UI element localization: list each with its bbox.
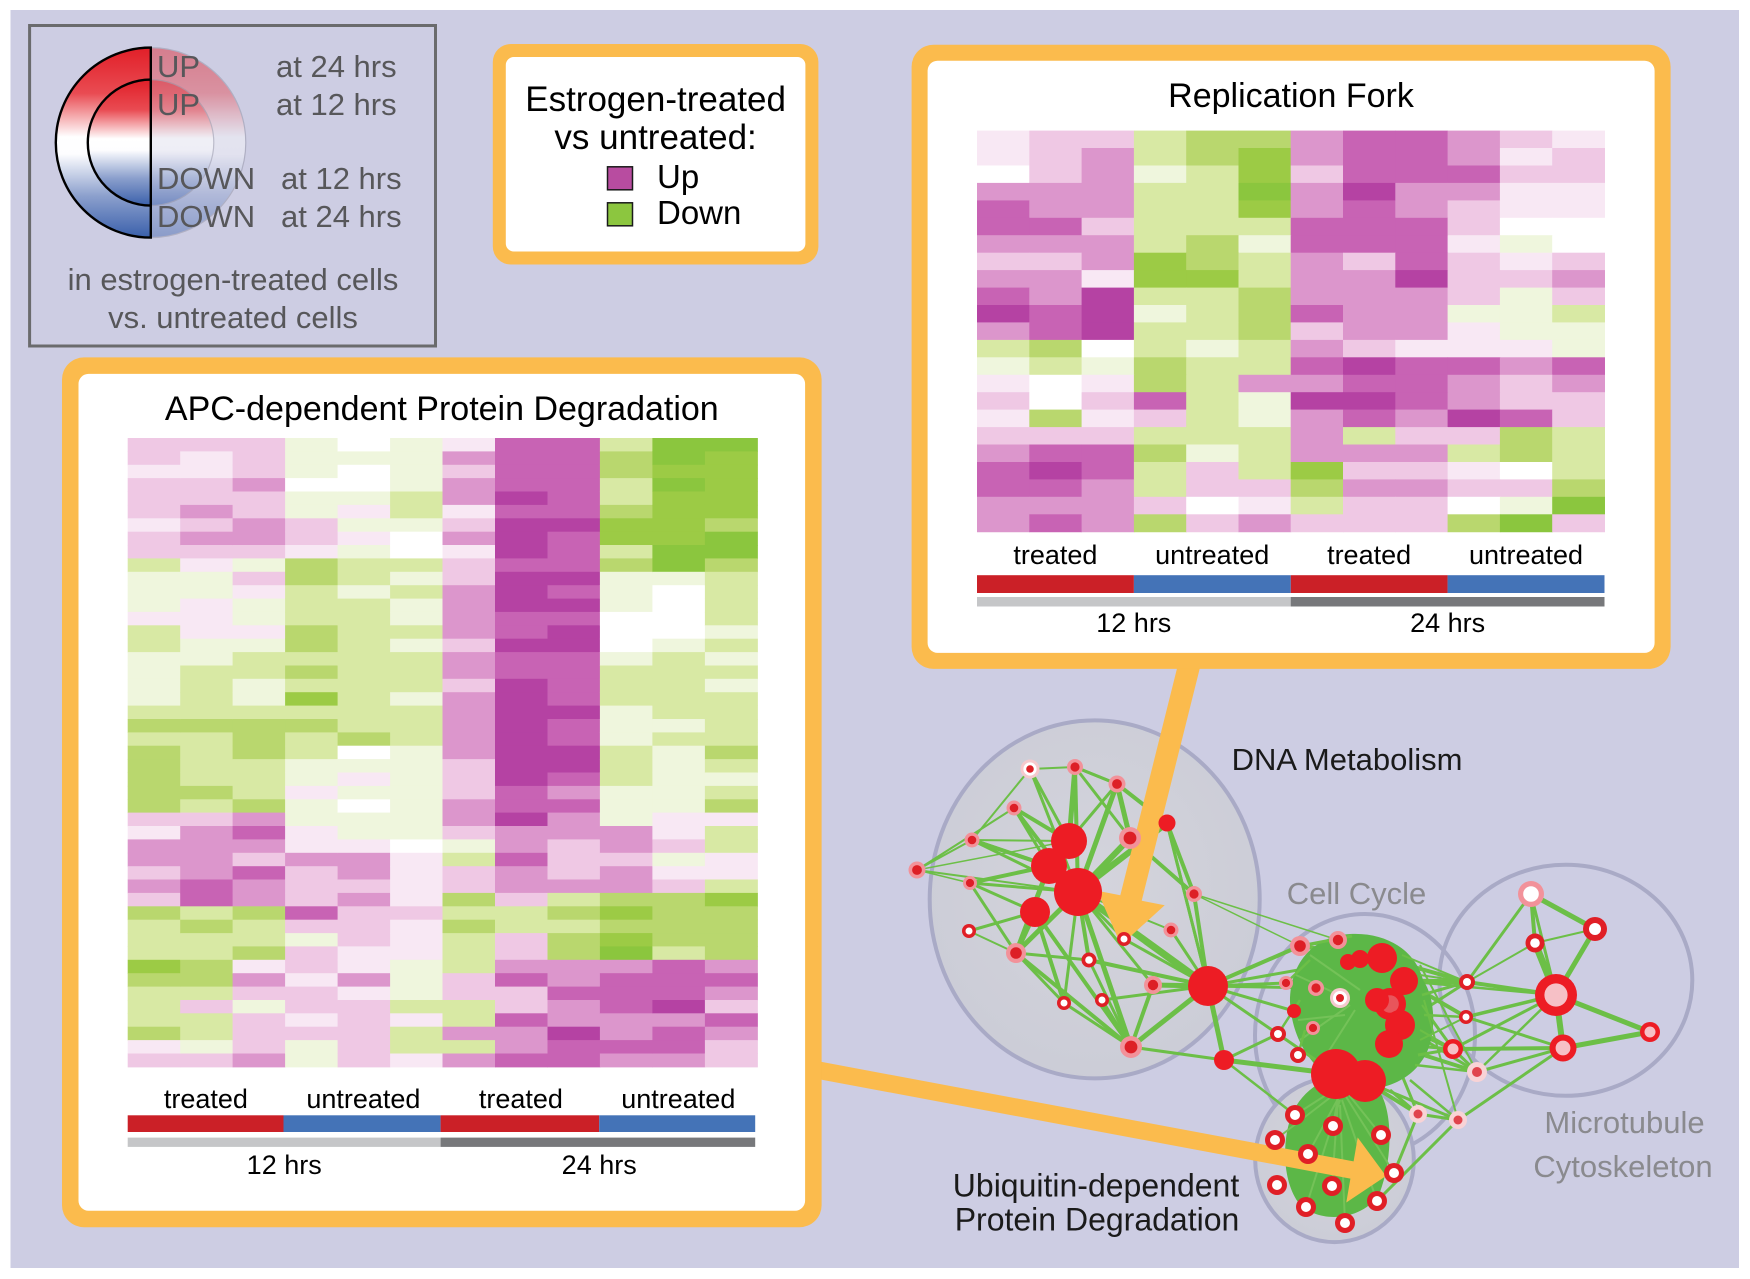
svg-text:APC-dependent Protein Degradat: APC-dependent Protein Degradation	[165, 390, 719, 428]
svg-text:untreated: untreated	[306, 1084, 420, 1114]
svg-text:DOWN: DOWN	[157, 161, 255, 196]
svg-text:Up: Up	[657, 158, 699, 195]
svg-text:vs untreated:: vs untreated:	[554, 118, 756, 157]
svg-text:untreated: untreated	[621, 1084, 735, 1114]
svg-text:UP: UP	[157, 49, 200, 84]
svg-text:at 12 hrs: at 12 hrs	[281, 161, 402, 196]
svg-text:24 hrs: 24 hrs	[562, 1150, 637, 1180]
svg-text:Ubiquitin-dependent: Ubiquitin-dependent	[953, 1168, 1240, 1204]
svg-text:treated: treated	[164, 1084, 248, 1114]
svg-text:12 hrs: 12 hrs	[247, 1150, 322, 1180]
svg-text:untreated: untreated	[1469, 540, 1583, 570]
svg-text:treated: treated	[1327, 540, 1411, 570]
svg-text:vs. untreated cells: vs. untreated cells	[108, 300, 358, 335]
svg-text:Protein Degradation: Protein Degradation	[955, 1202, 1240, 1238]
svg-text:12 hrs: 12 hrs	[1096, 608, 1171, 638]
svg-text:24 hrs: 24 hrs	[1410, 608, 1485, 638]
svg-text:at 24 hrs: at 24 hrs	[276, 49, 397, 84]
svg-text:at 12 hrs: at 12 hrs	[276, 87, 397, 122]
svg-text:treated: treated	[479, 1084, 563, 1114]
svg-text:Cytoskeleton: Cytoskeleton	[1533, 1149, 1712, 1184]
svg-text:Cell Cycle: Cell Cycle	[1287, 876, 1427, 911]
svg-text:UP: UP	[157, 87, 200, 122]
svg-text:untreated: untreated	[1155, 540, 1269, 570]
svg-text:treated: treated	[1013, 540, 1097, 570]
svg-text:DNA Metabolism: DNA Metabolism	[1232, 742, 1463, 777]
svg-text:Microtubule: Microtubule	[1544, 1105, 1704, 1140]
svg-text:DOWN: DOWN	[157, 199, 255, 234]
svg-text:in estrogen-treated cells: in estrogen-treated cells	[68, 262, 399, 297]
svg-text:Replication Fork: Replication Fork	[1168, 77, 1415, 115]
svg-text:Estrogen-treated: Estrogen-treated	[525, 80, 786, 119]
svg-text:Down: Down	[657, 194, 741, 231]
svg-text:at 24 hrs: at 24 hrs	[281, 199, 402, 234]
